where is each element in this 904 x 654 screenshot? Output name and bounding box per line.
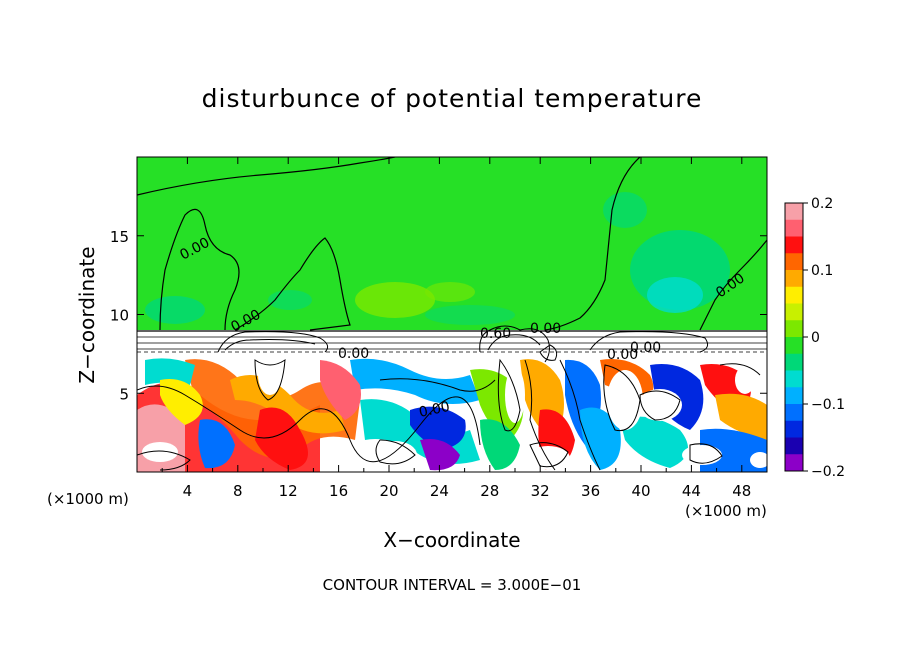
y-tick-label: 15 xyxy=(110,228,129,246)
x-tick-label: 20 xyxy=(379,482,398,500)
colorbar-ticks: 0.2 0.1 0 −0.1 −0.2 xyxy=(803,196,845,480)
chart-title: disturbunce of potential temperature xyxy=(201,84,703,113)
x-tick-label: 16 xyxy=(329,482,348,500)
colorbar-tick-label: 0 xyxy=(811,330,820,346)
colorbar-segment xyxy=(785,286,803,304)
colorbar-segment xyxy=(785,303,803,321)
colorbar-segment xyxy=(785,420,803,438)
colorbar-segment xyxy=(785,454,803,472)
x-tick-label: 36 xyxy=(581,482,600,500)
colorbar xyxy=(785,203,803,472)
y-tick-label: 10 xyxy=(110,307,129,325)
colorbar-segment xyxy=(785,337,803,355)
colorbar-segment xyxy=(785,236,803,254)
contour-interval-note: CONTOUR INTERVAL = 3.000E−01 xyxy=(322,576,582,594)
heatmap-field: 0.00 0.00 0.00 0.00 0.00 0.00 0.60 0.00 … xyxy=(137,157,767,472)
colorbar-tick-label: −0.2 xyxy=(811,464,845,480)
colorbar-segment xyxy=(785,404,803,422)
contour-label: 0.00 xyxy=(630,340,661,356)
colorbar-tick-label: 0.1 xyxy=(811,263,833,279)
x-tick-label: 24 xyxy=(430,482,449,500)
x-unit-label-left: (×1000 m) xyxy=(47,490,129,508)
contour-label: 0.60 xyxy=(480,326,511,342)
y-axis-label: Z−coordinate xyxy=(75,246,99,383)
x-tick-label: 40 xyxy=(631,482,650,500)
colorbar-segment xyxy=(785,320,803,338)
x-tick-label: 8 xyxy=(233,482,243,500)
colorbar-tick-label: 0.2 xyxy=(811,196,833,212)
x-tick-label: 44 xyxy=(682,482,701,500)
colorbar-segment xyxy=(785,203,803,221)
colorbar-segment xyxy=(785,387,803,405)
x-tick-label: 48 xyxy=(732,482,751,500)
x-axis: 4 8 12 16 20 24 28 32 36 40 44 48 xyxy=(161,157,751,500)
colorbar-segment xyxy=(785,437,803,455)
x-tick-label: 28 xyxy=(480,482,499,500)
colorbar-segment xyxy=(785,219,803,237)
x-tick-label: 4 xyxy=(183,482,193,500)
colorbar-segment xyxy=(785,253,803,271)
y-axis: 5 10 15 xyxy=(110,228,767,403)
x-axis-label: X−coordinate xyxy=(383,528,520,552)
y-tick-label: 5 xyxy=(119,385,129,403)
x-unit-label-right: (×1000 m) xyxy=(685,502,767,520)
colorbar-segment xyxy=(785,270,803,288)
contour-label: 0.00 xyxy=(530,321,561,337)
contour-label: 0.00 xyxy=(607,347,638,363)
colorbar-segment xyxy=(785,353,803,371)
x-tick-label: 32 xyxy=(531,482,550,500)
colorbar-tick-label: −0.1 xyxy=(811,397,845,413)
x-tick-label: 12 xyxy=(279,482,298,500)
colorbar-segment xyxy=(785,370,803,388)
contour-label: 0.00 xyxy=(338,346,369,362)
contour-label: 0.00 xyxy=(418,399,452,421)
